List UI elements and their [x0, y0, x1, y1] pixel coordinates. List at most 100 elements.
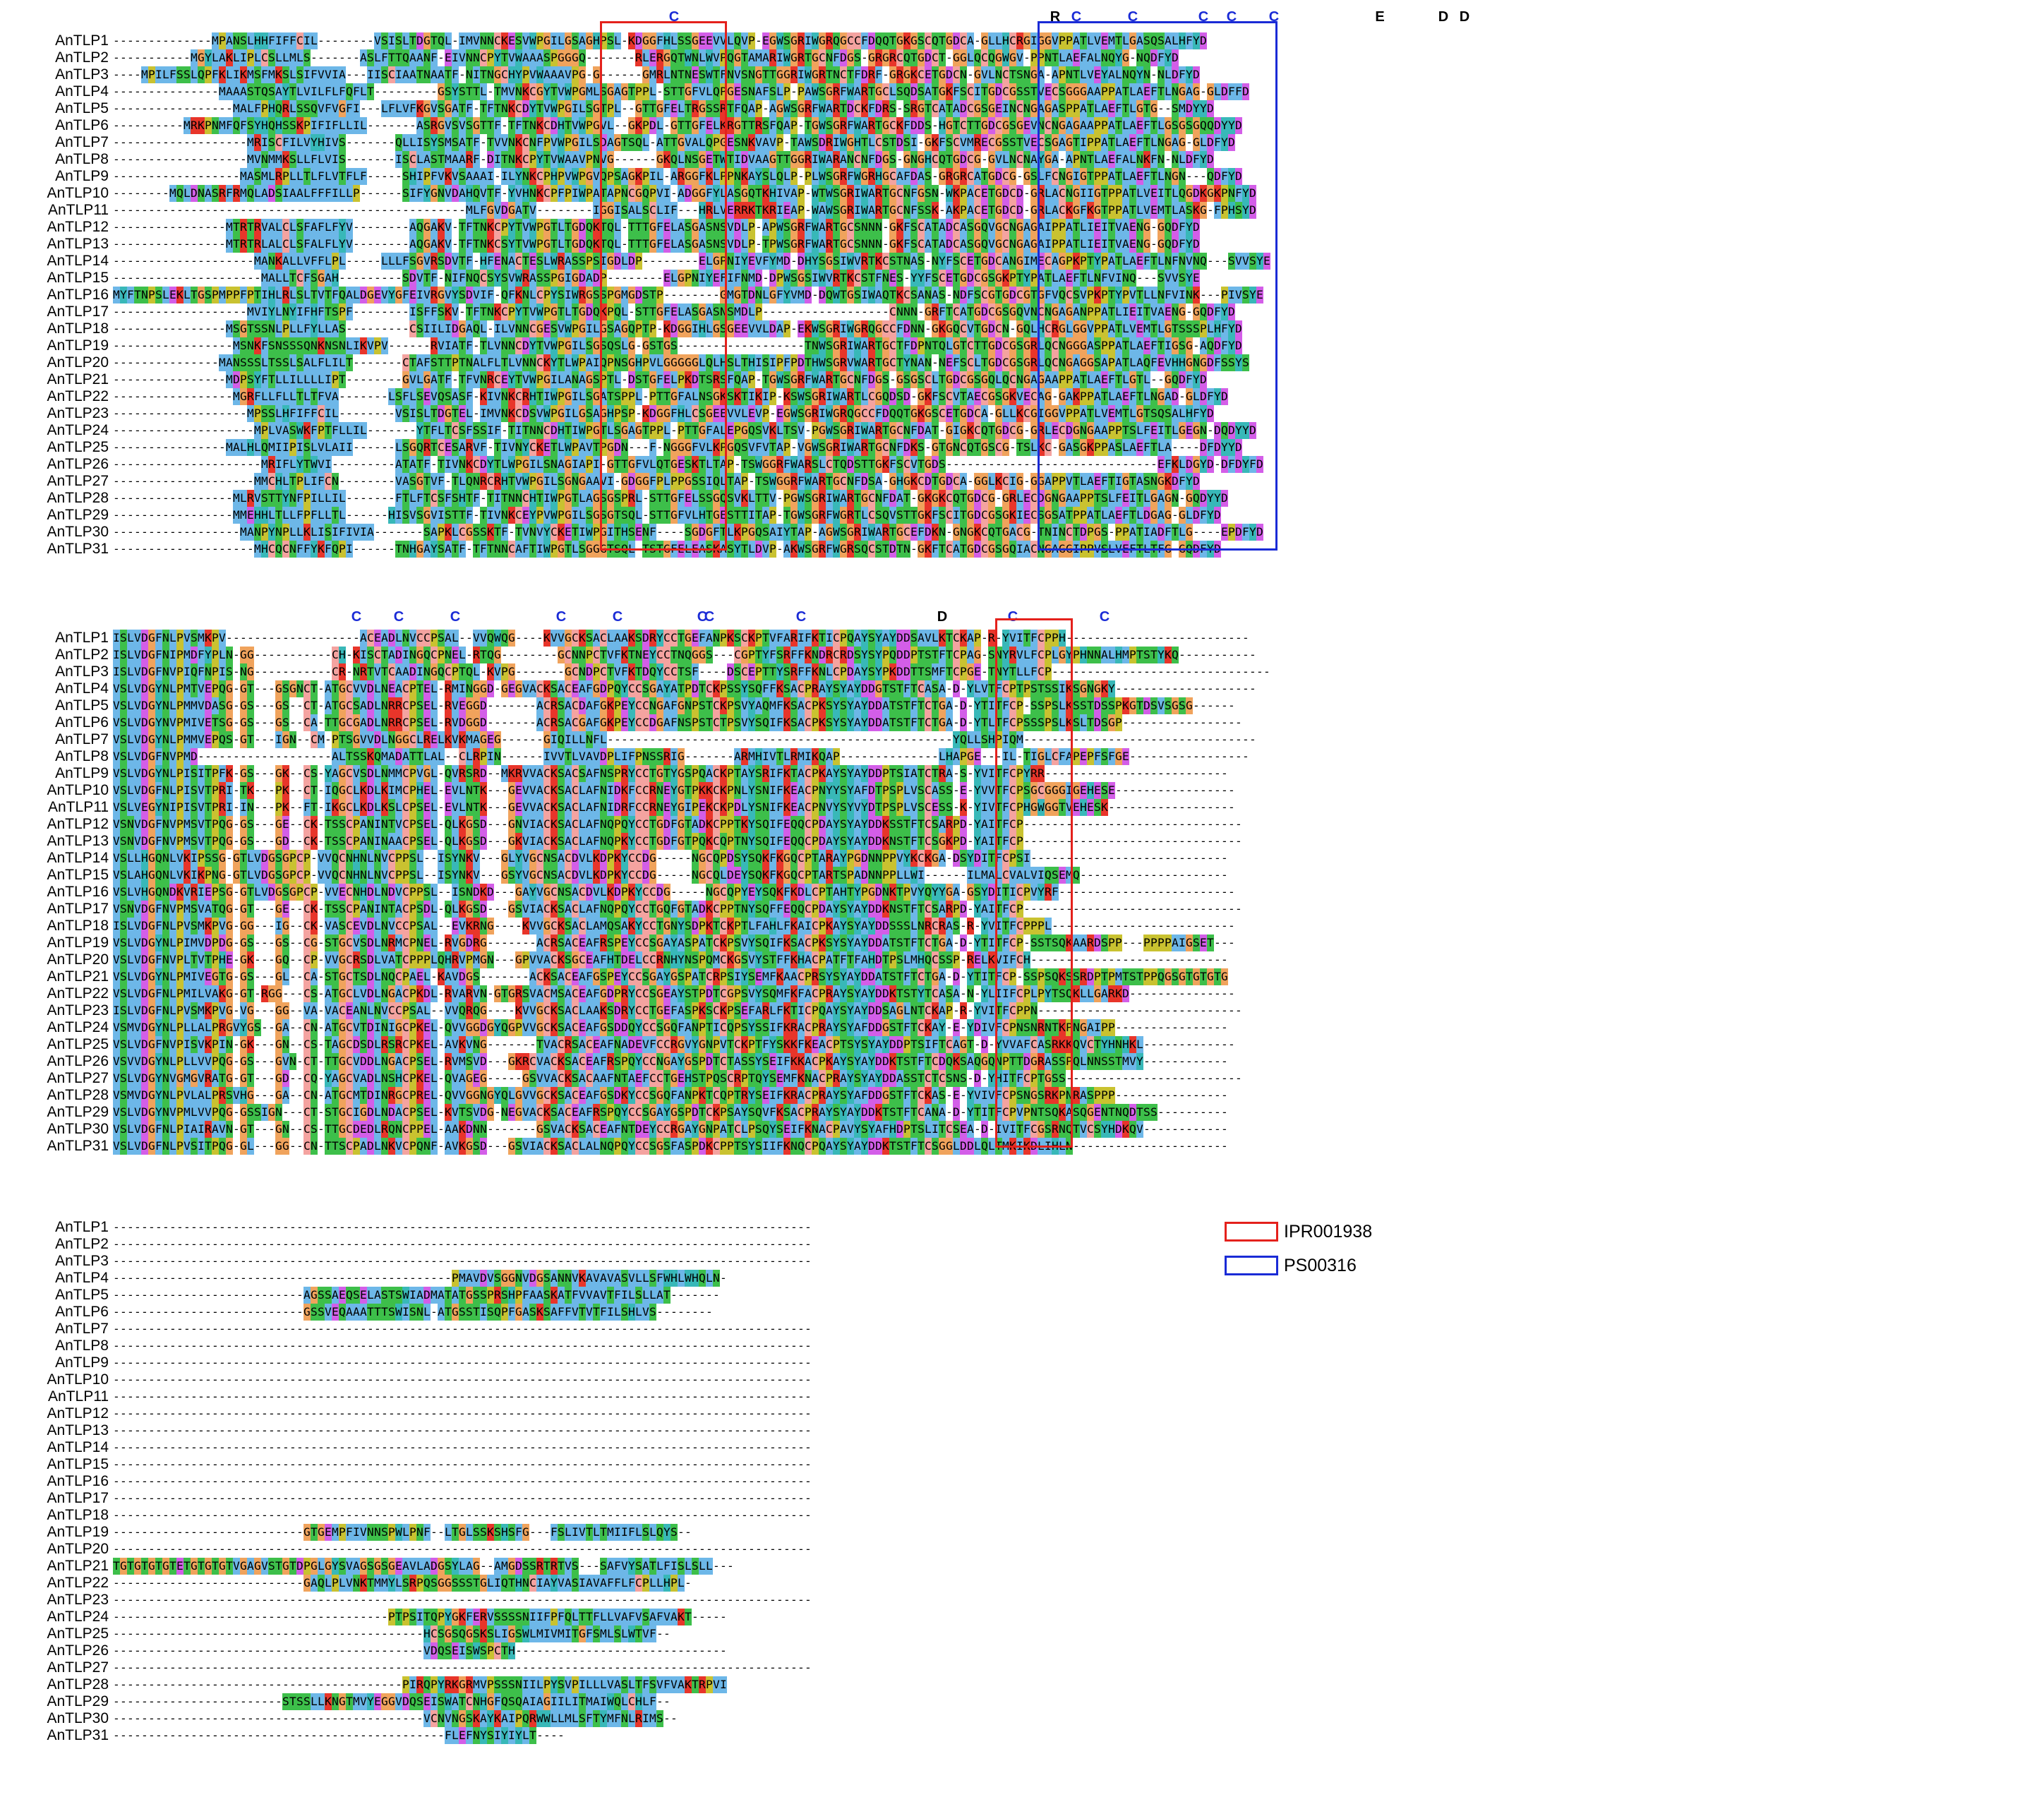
sequence-name: AnTLP24 — [47, 422, 109, 438]
sequence-name: AnTLP14 — [47, 253, 109, 269]
sequence-residues: ---------------MAAASTQSAYTLVILFLFQFLT---… — [113, 83, 1249, 100]
sequence-residues: -------------------MRISCFILVYHIVS-------… — [113, 134, 1235, 151]
sequence-residues: VSNVDGFNVPMSVTPQG-GS---GD--CK-TSSCPANINA… — [113, 833, 1242, 850]
sequence-residues: VSLVDGFNLPVSITPQG-GL---GG--CN-TTSCPADLNK… — [113, 1138, 1228, 1155]
sequence-residues: ---------------------------AGSSAEQSELAST… — [113, 1287, 720, 1304]
conserved-residue-marker: C — [1198, 9, 1209, 25]
sequence-name: AnTLP11 — [48, 202, 109, 218]
sequence-name: AnTLP17 — [47, 303, 109, 320]
conserved-residue-marker: R — [1050, 9, 1061, 25]
conserved-residue-marker: C — [704, 609, 715, 625]
sequence-residues: VSLVDGYNLPISITPFK-GS---GK--CS-YAGCVSDLNM… — [113, 765, 1228, 782]
sequence-name: AnTLP2 — [55, 647, 109, 663]
sequence-residues: ---------------------MALLTCFSGAH--------… — [113, 270, 1200, 287]
sequence-residues: --------------------MPLVASWKFPTFLLIL----… — [113, 422, 1256, 439]
conserved-residue-marker: C — [450, 609, 461, 625]
sequence-name: AnTLP16 — [47, 1473, 109, 1489]
sequence-residues: ISLVDGFNLPVSMKPV-------------------ACEAD… — [113, 630, 1249, 647]
sequence-residues: -----------------MMEHHLTLLFPFLLTL------H… — [113, 507, 1221, 524]
sequence-residues: ----------------------------------------… — [113, 1727, 565, 1744]
sequence-name: AnTLP2 — [55, 1236, 109, 1252]
sequence-residues: ---------------------------GSSVEQAAATTTS… — [113, 1304, 713, 1321]
sequence-name: AnTLP13 — [47, 1422, 109, 1438]
sequence-name: AnTLP18 — [47, 320, 109, 337]
sequence-name: AnTLP31 — [47, 1727, 109, 1743]
sequence-name: AnTLP10 — [47, 185, 109, 201]
sequence-name: AnTLP23 — [47, 1002, 109, 1018]
sequence-residues: VSLAHGQNLVKIKPNG-GTLVDGSGPCP-VVQCNHNLNVC… — [113, 867, 1228, 884]
sequence-residues: --------------------MMCHLTPLIFCN--------… — [113, 473, 1200, 490]
sequence-name: AnTLP21 — [47, 371, 109, 387]
sequence-residues: ----------------------------------------… — [113, 1373, 812, 1386]
conserved-residue-marker: C — [1226, 9, 1237, 25]
sequence-name: AnTLP2 — [55, 49, 109, 66]
sequence-name: AnTLP20 — [47, 1541, 109, 1557]
sequence-residues: ----------MRKPNMFQFSYHQHSSKPIFIFLLIL----… — [113, 117, 1242, 134]
sequence-name: AnTLP30 — [47, 524, 109, 540]
conserved-residue-marker: D — [1438, 9, 1449, 25]
sequence-residues: ----------------------------------------… — [113, 1642, 727, 1659]
sequence-residues: ---------------------MRIFLYTWVI---------… — [113, 456, 1263, 473]
sequence-residues: VSNVDGFNVPMSVTPQG-GS---GE--CK-TSSCPANINT… — [113, 816, 1242, 833]
sequence-name: AnTLP4 — [55, 680, 109, 697]
sequence-name: AnTLP31 — [47, 1138, 109, 1154]
sequence-name: AnTLP25 — [47, 1036, 109, 1052]
sequence-name: AnTLP27 — [47, 473, 109, 489]
conserved-residue-marker: C — [1268, 9, 1280, 25]
conserved-residue-marker: D — [937, 609, 948, 625]
sequence-name: AnTLP1 — [55, 32, 109, 49]
sequence-name: AnTLP6 — [55, 117, 109, 133]
sequence-name: AnTLP22 — [47, 985, 109, 1002]
sequence-residues: VSLLHGQNLVKIPSSG-GTLVDGSGPCP-VVQCNHNLNVC… — [113, 850, 1228, 867]
sequence-residues: ----------------------------------------… — [113, 1625, 671, 1642]
sequence-residues: ----------------------------------------… — [113, 1474, 812, 1488]
sequence-residues: ----------------MTRTRVALCLSFAFLFYV------… — [113, 219, 1200, 236]
sequence-residues: -----------------MALFPHQRLSSQVFVGFI---LF… — [113, 100, 1214, 117]
conserved-residue-marker: C — [612, 609, 623, 625]
conserved-residue-marker: C — [668, 9, 680, 25]
sequence-residues: VSNVDGFNVPMSVATQG-GT---GE--CK-TSSCPANINT… — [113, 901, 1242, 918]
sequence-residues: ----------------------------------------… — [113, 1424, 812, 1437]
sequence-name: AnTLP22 — [47, 1575, 109, 1591]
sequence-residues: TGTGTGTGTETGTGTGTVGAGVSTGTDPGLGYSVAGSGSG… — [113, 1558, 734, 1575]
sequence-name: AnTLP1 — [55, 1219, 109, 1235]
sequence-residues: VSLVDGFNVPLTVTPHE-GK---GQ--CP-VVGCRSDLVA… — [113, 951, 1228, 968]
sequence-name: AnTLP25 — [47, 1625, 109, 1642]
sequence-residues: ISLVDGFNLPVSMKPVG-VG---GG--VA-VACEANLNVC… — [113, 1002, 1242, 1019]
sequence-residues: ----------------------------------------… — [113, 1542, 812, 1556]
sequence-name: AnTLP21 — [47, 968, 109, 985]
sequence-residues: ----------------------------------------… — [113, 1508, 812, 1522]
sequence-residues: ----------------------------------------… — [113, 1390, 812, 1403]
sequence-name: AnTLP29 — [47, 1693, 109, 1709]
sequence-name: AnTLP20 — [47, 951, 109, 968]
sequence-residues: ---------------MANSSSLTSSLSALFLILT------… — [113, 354, 1249, 371]
sequence-name: AnTLP13 — [47, 833, 109, 849]
sequence-name: AnTLP23 — [47, 405, 109, 421]
sequence-name: AnTLP27 — [47, 1070, 109, 1086]
sequence-name: AnTLP11 — [48, 799, 109, 815]
sequence-name: AnTLP5 — [55, 100, 109, 116]
sequence-name: AnTLP29 — [47, 507, 109, 523]
sequence-name: AnTLP15 — [47, 1456, 109, 1472]
sequence-name: AnTLP26 — [47, 1642, 109, 1659]
sequence-name: AnTLP13 — [47, 236, 109, 252]
sequence-name: AnTLP17 — [47, 1490, 109, 1506]
sequence-name: AnTLP20 — [47, 354, 109, 371]
sequence-name: AnTLP30 — [47, 1710, 109, 1726]
sequence-residues: ----------------------------------------… — [113, 1237, 812, 1251]
sequence-residues: ----------------------------------------… — [113, 1220, 812, 1234]
sequence-name: AnTLP4 — [55, 1270, 109, 1286]
sequence-residues: ------------------MANPYNPLLKLISIFIVIA---… — [113, 524, 1263, 541]
sequence-residues: ---------------------------GTGEMPFIVNNSP… — [113, 1524, 692, 1541]
conserved-residue-marker: C — [697, 609, 708, 625]
conserved-residue-marker: C — [1007, 609, 1018, 625]
sequence-residues: VSLVDGYNLPMIVEGTG-GS---GL--CA-STGCTSDLNQ… — [113, 968, 1228, 985]
sequence-name: AnTLP3 — [55, 66, 109, 83]
legend-swatch-blue — [1225, 1256, 1278, 1275]
sequence-residues: --------------------MHCQCNFFYKFQPI------… — [113, 541, 1221, 558]
sequence-residues: --------------MPANSLHHFIFFCIL--------VSI… — [113, 32, 1207, 49]
sequence-name: AnTLP24 — [47, 1609, 109, 1625]
sequence-name: AnTLP10 — [47, 1371, 109, 1388]
sequence-residues: ----------------------------------------… — [113, 1593, 812, 1606]
